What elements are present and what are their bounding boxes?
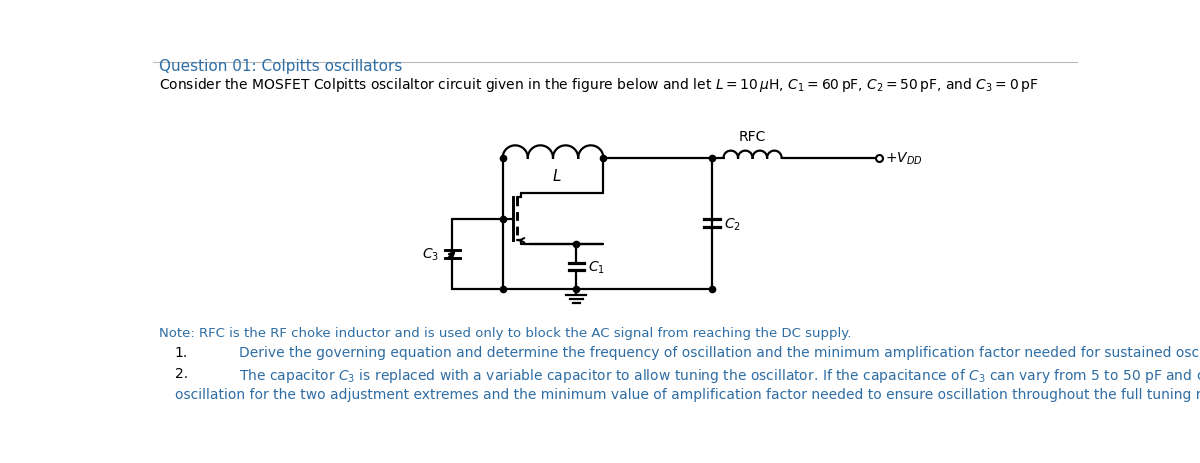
Text: 1.: 1. (175, 345, 188, 359)
Text: Note: RFC is the RF choke inductor and is used only to block the AC signal from : Note: RFC is the RF choke inductor and i… (160, 326, 852, 339)
Text: Derive the governing equation and determine the frequency of oscillation and the: Derive the governing equation and determ… (239, 345, 1200, 359)
Text: 2.: 2. (175, 366, 188, 380)
Text: $L$: $L$ (552, 168, 562, 184)
Text: $C_3$: $C_3$ (422, 246, 439, 263)
Text: $+V_{DD}$: $+V_{DD}$ (884, 150, 923, 167)
Text: $C_1$: $C_1$ (588, 259, 605, 275)
Text: The capacitor $C_3$ is replaced with a variable capacitor to allow tuning the os: The capacitor $C_3$ is replaced with a v… (239, 366, 1200, 384)
Text: RFC: RFC (739, 130, 767, 144)
Text: oscillation for the two adjustment extremes and the minimum value of amplificati: oscillation for the two adjustment extre… (175, 387, 1200, 400)
Text: Question 01: Colpitts oscillators: Question 01: Colpitts oscillators (160, 59, 403, 74)
Text: $C_2$: $C_2$ (724, 216, 740, 232)
Text: Consider the MOSFET Colpitts oscilaltor circuit given in the figure below and le: Consider the MOSFET Colpitts oscilaltor … (160, 75, 1038, 94)
